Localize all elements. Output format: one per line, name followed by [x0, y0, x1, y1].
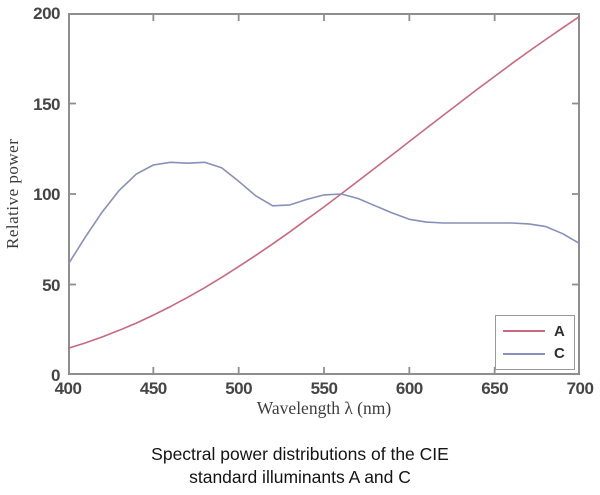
- y-tick-label: 50: [42, 275, 60, 295]
- x-axis-title: Wavelength λ (nm): [256, 398, 392, 418]
- caption-line-2: standard illuminants A and C: [189, 467, 411, 487]
- legend-entry: C: [496, 346, 574, 361]
- plot-box: [68, 13, 580, 375]
- x-tick-label: 650: [481, 379, 509, 398]
- x-tick-label: 400: [54, 379, 82, 398]
- series-C-line: [67, 161, 581, 266]
- figure-caption: Spectral power distributions of the CIE …: [0, 443, 600, 489]
- y-tick-label: 200: [33, 4, 60, 23]
- x-tick-label: 450: [139, 379, 167, 398]
- legend-label: A: [554, 322, 565, 340]
- legend-entry: A: [496, 324, 574, 339]
- y-tick-label: 150: [33, 94, 60, 114]
- series-A-line: [67, 15, 581, 350]
- legend-label: C: [554, 345, 565, 363]
- x-tick-label: 600: [395, 379, 423, 398]
- y-tick-label: 0: [51, 366, 60, 385]
- caption-line-1: Spectral power distributions of the CIE: [151, 444, 449, 464]
- legend-line-sample: [503, 330, 545, 333]
- x-tick-label: 550: [310, 379, 338, 398]
- x-tick-label: 700: [566, 379, 594, 398]
- plot-canvas: [67, 13, 581, 375]
- plot-svg: [67, 13, 581, 375]
- legend-line-sample: [503, 352, 545, 355]
- y-tick-label: 100: [33, 185, 60, 204]
- x-tick-label: 500: [225, 379, 253, 398]
